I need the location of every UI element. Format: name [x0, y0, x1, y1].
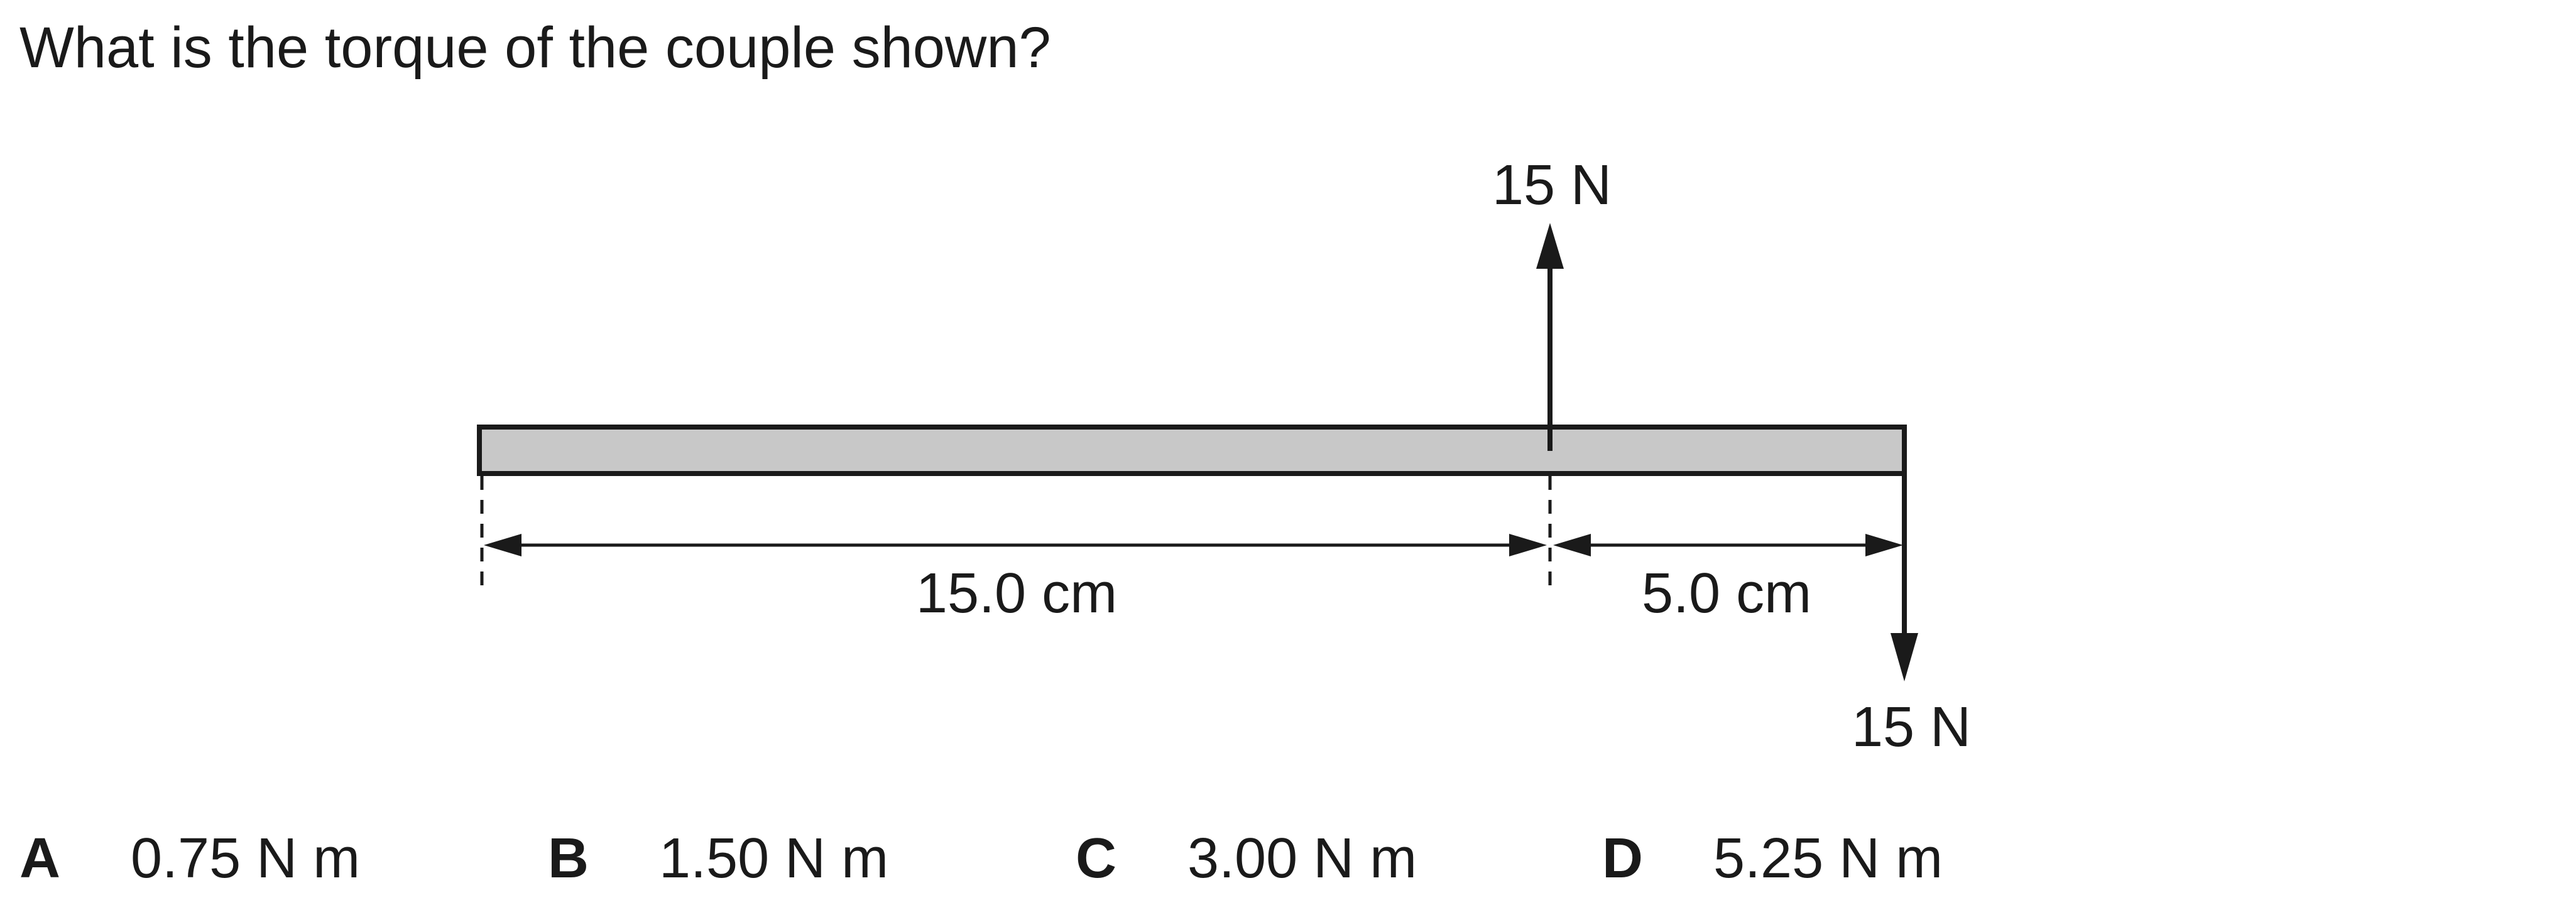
- option-c-letter: C: [1076, 827, 1116, 890]
- left-dimension-arrowhead-right: [1509, 534, 1547, 556]
- distance-left-label: 15.0 cm: [916, 562, 1117, 625]
- right-dimension-arrowhead-right: [1865, 534, 1903, 556]
- upward-force-arrowhead: [1536, 223, 1564, 269]
- option-b-letter: B: [548, 827, 589, 890]
- left-dimension-arrowhead-left: [484, 534, 521, 556]
- downward-force-arrowhead: [1891, 633, 1918, 681]
- question-text: What is the torque of the couple shown?: [19, 16, 1051, 80]
- distance-right-label: 5.0 cm: [1642, 562, 1811, 625]
- downward-force-label: 15 N: [1852, 696, 1971, 759]
- option-b-value: 1.50 N m: [659, 827, 889, 890]
- option-d-letter: D: [1602, 827, 1643, 890]
- upward-force-label: 15 N: [1492, 154, 1612, 217]
- option-a-letter: A: [19, 827, 60, 890]
- option-a-value: 0.75 N m: [131, 827, 361, 890]
- option-c-value: 3.00 N m: [1187, 827, 1417, 890]
- option-d-value: 5.25 N m: [1713, 827, 1943, 890]
- beam: [477, 425, 1907, 476]
- right-dimension-arrowhead-left: [1553, 534, 1591, 556]
